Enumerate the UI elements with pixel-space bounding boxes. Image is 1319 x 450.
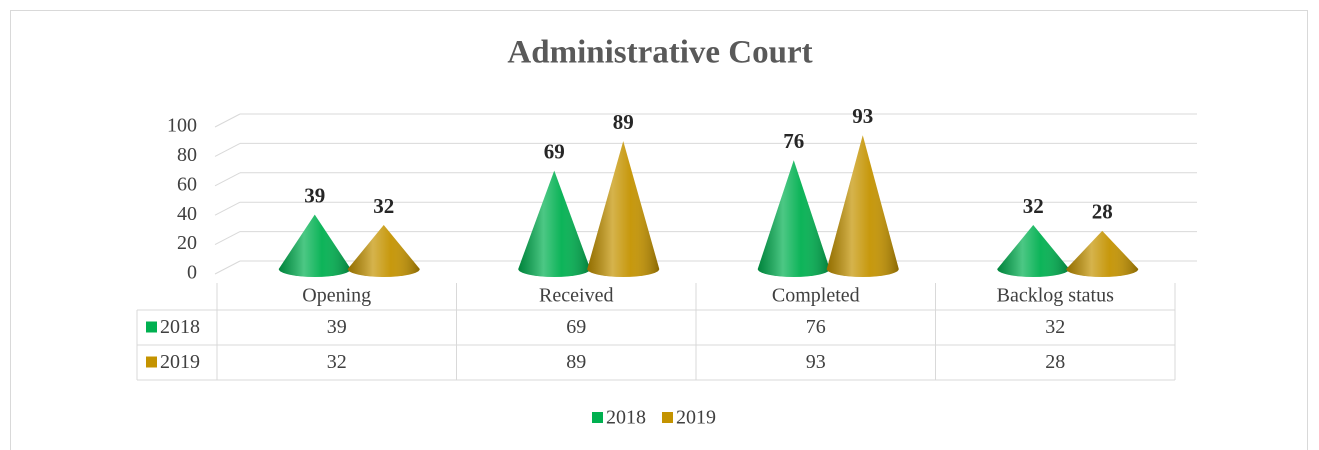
- table-legend-key: [146, 356, 157, 368]
- data-label: 32: [1023, 194, 1044, 218]
- y-tick-label: 60: [177, 173, 197, 195]
- table-cell: 69: [566, 316, 586, 338]
- y-tick-label: 0: [187, 262, 197, 284]
- table-row-label: 2018: [160, 316, 200, 338]
- data-label: 93: [852, 104, 873, 128]
- data-label: 89: [613, 110, 634, 134]
- grid-line: [214, 260, 241, 275]
- data-label: 69: [544, 139, 565, 163]
- y-tick-label: 40: [177, 203, 197, 225]
- y-tick-label: 20: [177, 232, 197, 254]
- data-label: 76: [783, 129, 804, 153]
- chart-title: Administrative Court: [507, 35, 812, 71]
- table-cell: 76: [806, 316, 826, 338]
- cone-shade: [1066, 230, 1139, 277]
- grid-line: [214, 113, 241, 128]
- legend-key: [592, 412, 603, 423]
- cone-shade: [347, 224, 420, 277]
- data-label: 39: [304, 183, 325, 207]
- legend-label: 2018: [606, 407, 646, 429]
- cone-shade: [587, 141, 660, 277]
- grid-line: [214, 172, 241, 187]
- data-label: 28: [1092, 200, 1113, 224]
- table-cell: 93: [806, 351, 826, 373]
- x-tick-label: Opening: [302, 285, 371, 307]
- grid-line: [214, 231, 241, 246]
- cone-shade: [518, 170, 591, 277]
- table-legend-key: [146, 321, 157, 333]
- table-cell: 89: [566, 351, 586, 373]
- cone-shade: [826, 135, 899, 277]
- y-tick-label: 80: [177, 144, 197, 166]
- data-label: 32: [373, 194, 394, 218]
- cone-shade: [997, 224, 1070, 277]
- legend-key: [662, 412, 673, 423]
- x-tick-label: Backlog status: [997, 285, 1114, 307]
- table-cell: 28: [1045, 351, 1065, 373]
- legend-label: 2019: [676, 407, 716, 429]
- cone-shade: [278, 214, 351, 277]
- cone-shade: [757, 160, 830, 277]
- grid-line: [214, 142, 241, 157]
- table-cell: 32: [1045, 316, 1065, 338]
- y-tick-label: 100: [167, 115, 197, 137]
- grid-line: [214, 201, 241, 216]
- table-row-label: 2019: [160, 351, 200, 373]
- chart-border: [10, 10, 1308, 450]
- x-tick-label: Completed: [772, 285, 860, 307]
- x-tick-label: Received: [539, 285, 613, 307]
- table-cell: 39: [327, 316, 347, 338]
- table-cell: 32: [327, 351, 347, 373]
